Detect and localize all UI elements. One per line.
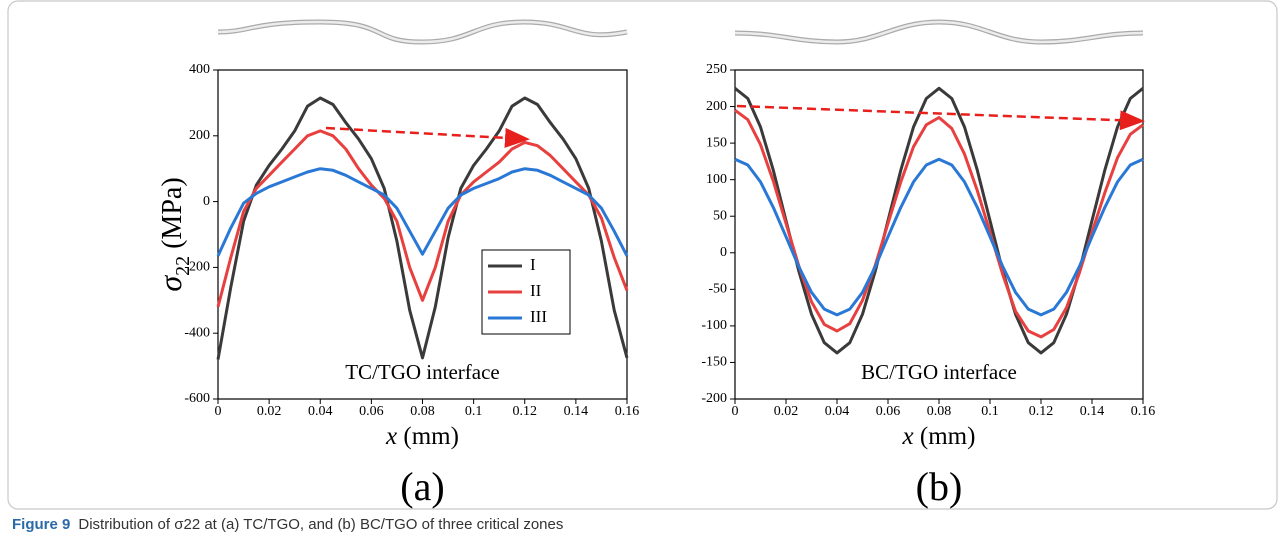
series-line: [216, 96, 629, 360]
trend-arrow: [736, 104, 1145, 131]
x-tick-label: 0.02: [257, 404, 282, 419]
y-tick-label: -200: [701, 391, 727, 406]
x-tick-label: 0.02: [774, 404, 799, 419]
y-axis-subscript: 22: [172, 256, 194, 276]
trend-arrow: [325, 126, 530, 148]
annotation: TC/TGO interface: [345, 360, 500, 384]
y-tick-label: -150: [701, 355, 727, 370]
y-tick-label: 200: [706, 99, 727, 114]
interface-wave: [217, 19, 628, 45]
y-tick-label: 200: [189, 128, 210, 143]
y-tick-label: 0: [203, 194, 210, 209]
x-tick-label: 0.1: [465, 404, 483, 419]
x-tick-label: 0.12: [513, 404, 538, 419]
y-tick-label: 0: [720, 245, 727, 260]
y-tick-label: 400: [189, 62, 210, 77]
panel-label: (a): [400, 464, 444, 509]
x-tick-label: 0.1: [981, 404, 999, 419]
y-tick-label: -400: [184, 325, 210, 340]
interface-wave-highlight: [734, 20, 1144, 44]
figure-frame: [7, 0, 1278, 510]
x-axis-unit: (mm): [914, 423, 976, 450]
plots: -600 -400 -200 0 200 400 0 0.02 0.04 0.06 0.08 0.1 0…: [152, 62, 1155, 509]
series-line: [216, 129, 629, 308]
y-tick-label: 50: [713, 208, 727, 223]
y-tick-label: 250: [706, 62, 727, 77]
x-axis-label: x (mm): [902, 423, 976, 450]
y-tick-label: -600: [184, 391, 210, 406]
y-tick-label: -50: [708, 282, 727, 297]
legend-label: II: [530, 281, 542, 300]
y-tick-label: 100: [706, 172, 727, 187]
x-tick-label: 0.16: [1131, 404, 1156, 419]
y-tick-label: 150: [706, 135, 727, 150]
y-tick-label: -200: [184, 260, 210, 275]
x-tick-label: 0.06: [876, 404, 901, 419]
caption-label: Figure 9: [12, 516, 70, 533]
legend-label: III: [530, 307, 547, 326]
panel-label: (b): [916, 464, 963, 509]
x-tick-label: 0.08: [410, 404, 435, 419]
x-axis-symbol: x: [902, 423, 914, 450]
x-tick-label: 0.04: [308, 404, 333, 419]
x-tick-label: 0.12: [1029, 404, 1054, 419]
series-line: [734, 157, 1144, 317]
x-axis-symbol: x: [385, 423, 397, 450]
y-axis-unit: (MPa): [157, 177, 188, 256]
x-tick-label: 0.14: [1080, 404, 1105, 419]
series-line: [734, 108, 1144, 339]
caption: Figure 9 Distribution of σ22 at (a) TC/TG…: [12, 516, 563, 533]
x-axis-unit: (mm): [397, 423, 459, 450]
legend-label: I: [530, 255, 536, 274]
annotation: BC/TGO interface: [861, 360, 1017, 384]
series-line: [216, 167, 629, 257]
x-tick-label: 0: [215, 404, 222, 419]
plot-frame: [217, 69, 628, 400]
x-tick-label: 0.06: [359, 404, 384, 419]
x-tick-label: 0.04: [825, 404, 850, 419]
y-tick-label: -100: [701, 318, 727, 333]
x-axis-label: x (mm): [385, 423, 459, 450]
y-axis-label: σ22 (MPa): [152, 177, 194, 291]
y-axis-symbol: σ: [152, 275, 188, 292]
interface-wave-highlight: [217, 20, 628, 44]
x-tick-label: 0: [732, 404, 739, 419]
x-tick-label: 0.08: [927, 404, 952, 419]
caption-text: Distribution of σ22 at (a) TC/TGO, and (…: [78, 516, 563, 533]
x-tick-label: 0.14: [564, 404, 589, 419]
series-line: [734, 86, 1144, 355]
x-tick-label: 0.16: [615, 404, 640, 419]
